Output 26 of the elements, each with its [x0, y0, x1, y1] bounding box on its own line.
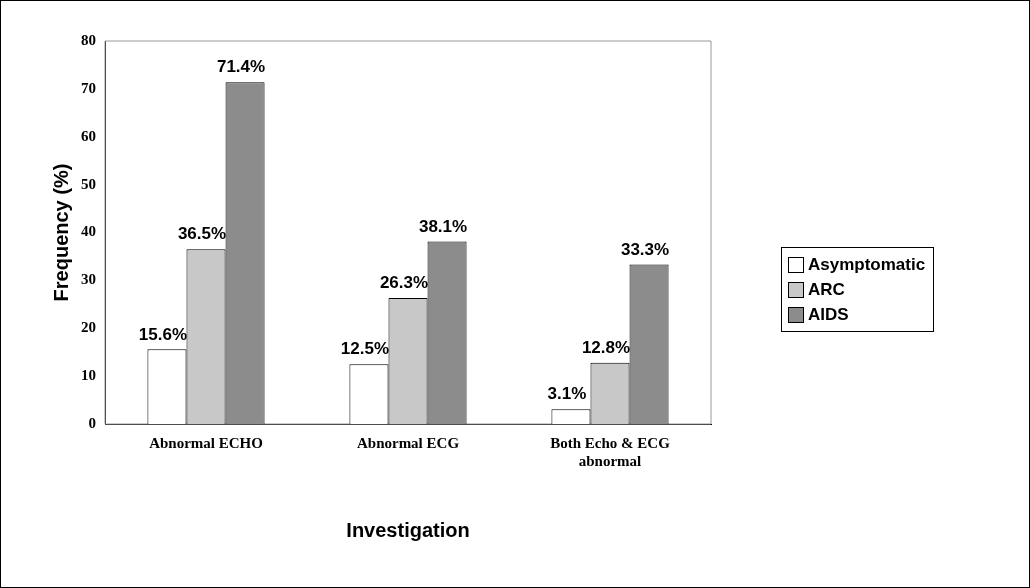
x-axis-title: Investigation [346, 518, 470, 541]
data-label: 3.1% [547, 384, 587, 404]
x-tick-label: Abnormal ECG [356, 434, 460, 451]
x-tick-label: Abnormal ECHO [149, 434, 263, 451]
y-tick-label: 40 [81, 223, 96, 240]
data-label: 36.5% [177, 224, 227, 244]
legend-label: Asymptomatic [808, 254, 926, 275]
y-tick-label: 20 [81, 319, 96, 336]
y-tick-label: 70 [81, 79, 96, 96]
legend-label: ARC [808, 279, 845, 300]
y-tick-label: 10 [81, 367, 96, 383]
data-label: 38.1% [418, 216, 468, 236]
y-tick-label: 50 [81, 175, 96, 192]
y-axis-title: Frequency (%) [49, 163, 72, 302]
y-tick-label: 30 [81, 271, 96, 288]
data-label: 33.3% [620, 239, 670, 259]
data-label: 26.3% [379, 273, 429, 293]
data-label: 12.5% [340, 339, 390, 359]
x-tick-label: Both Echo & ECG abnormal [550, 434, 671, 469]
data-label: 15.6% [138, 324, 188, 344]
data-label: 12.8% [581, 337, 631, 357]
data-label: 71.4% [216, 57, 266, 77]
y-tick-label: 80 [81, 31, 96, 48]
y-tick-label: 0 [88, 414, 96, 431]
legend-label: AIDS [808, 304, 849, 325]
y-tick-label: 60 [81, 127, 96, 144]
